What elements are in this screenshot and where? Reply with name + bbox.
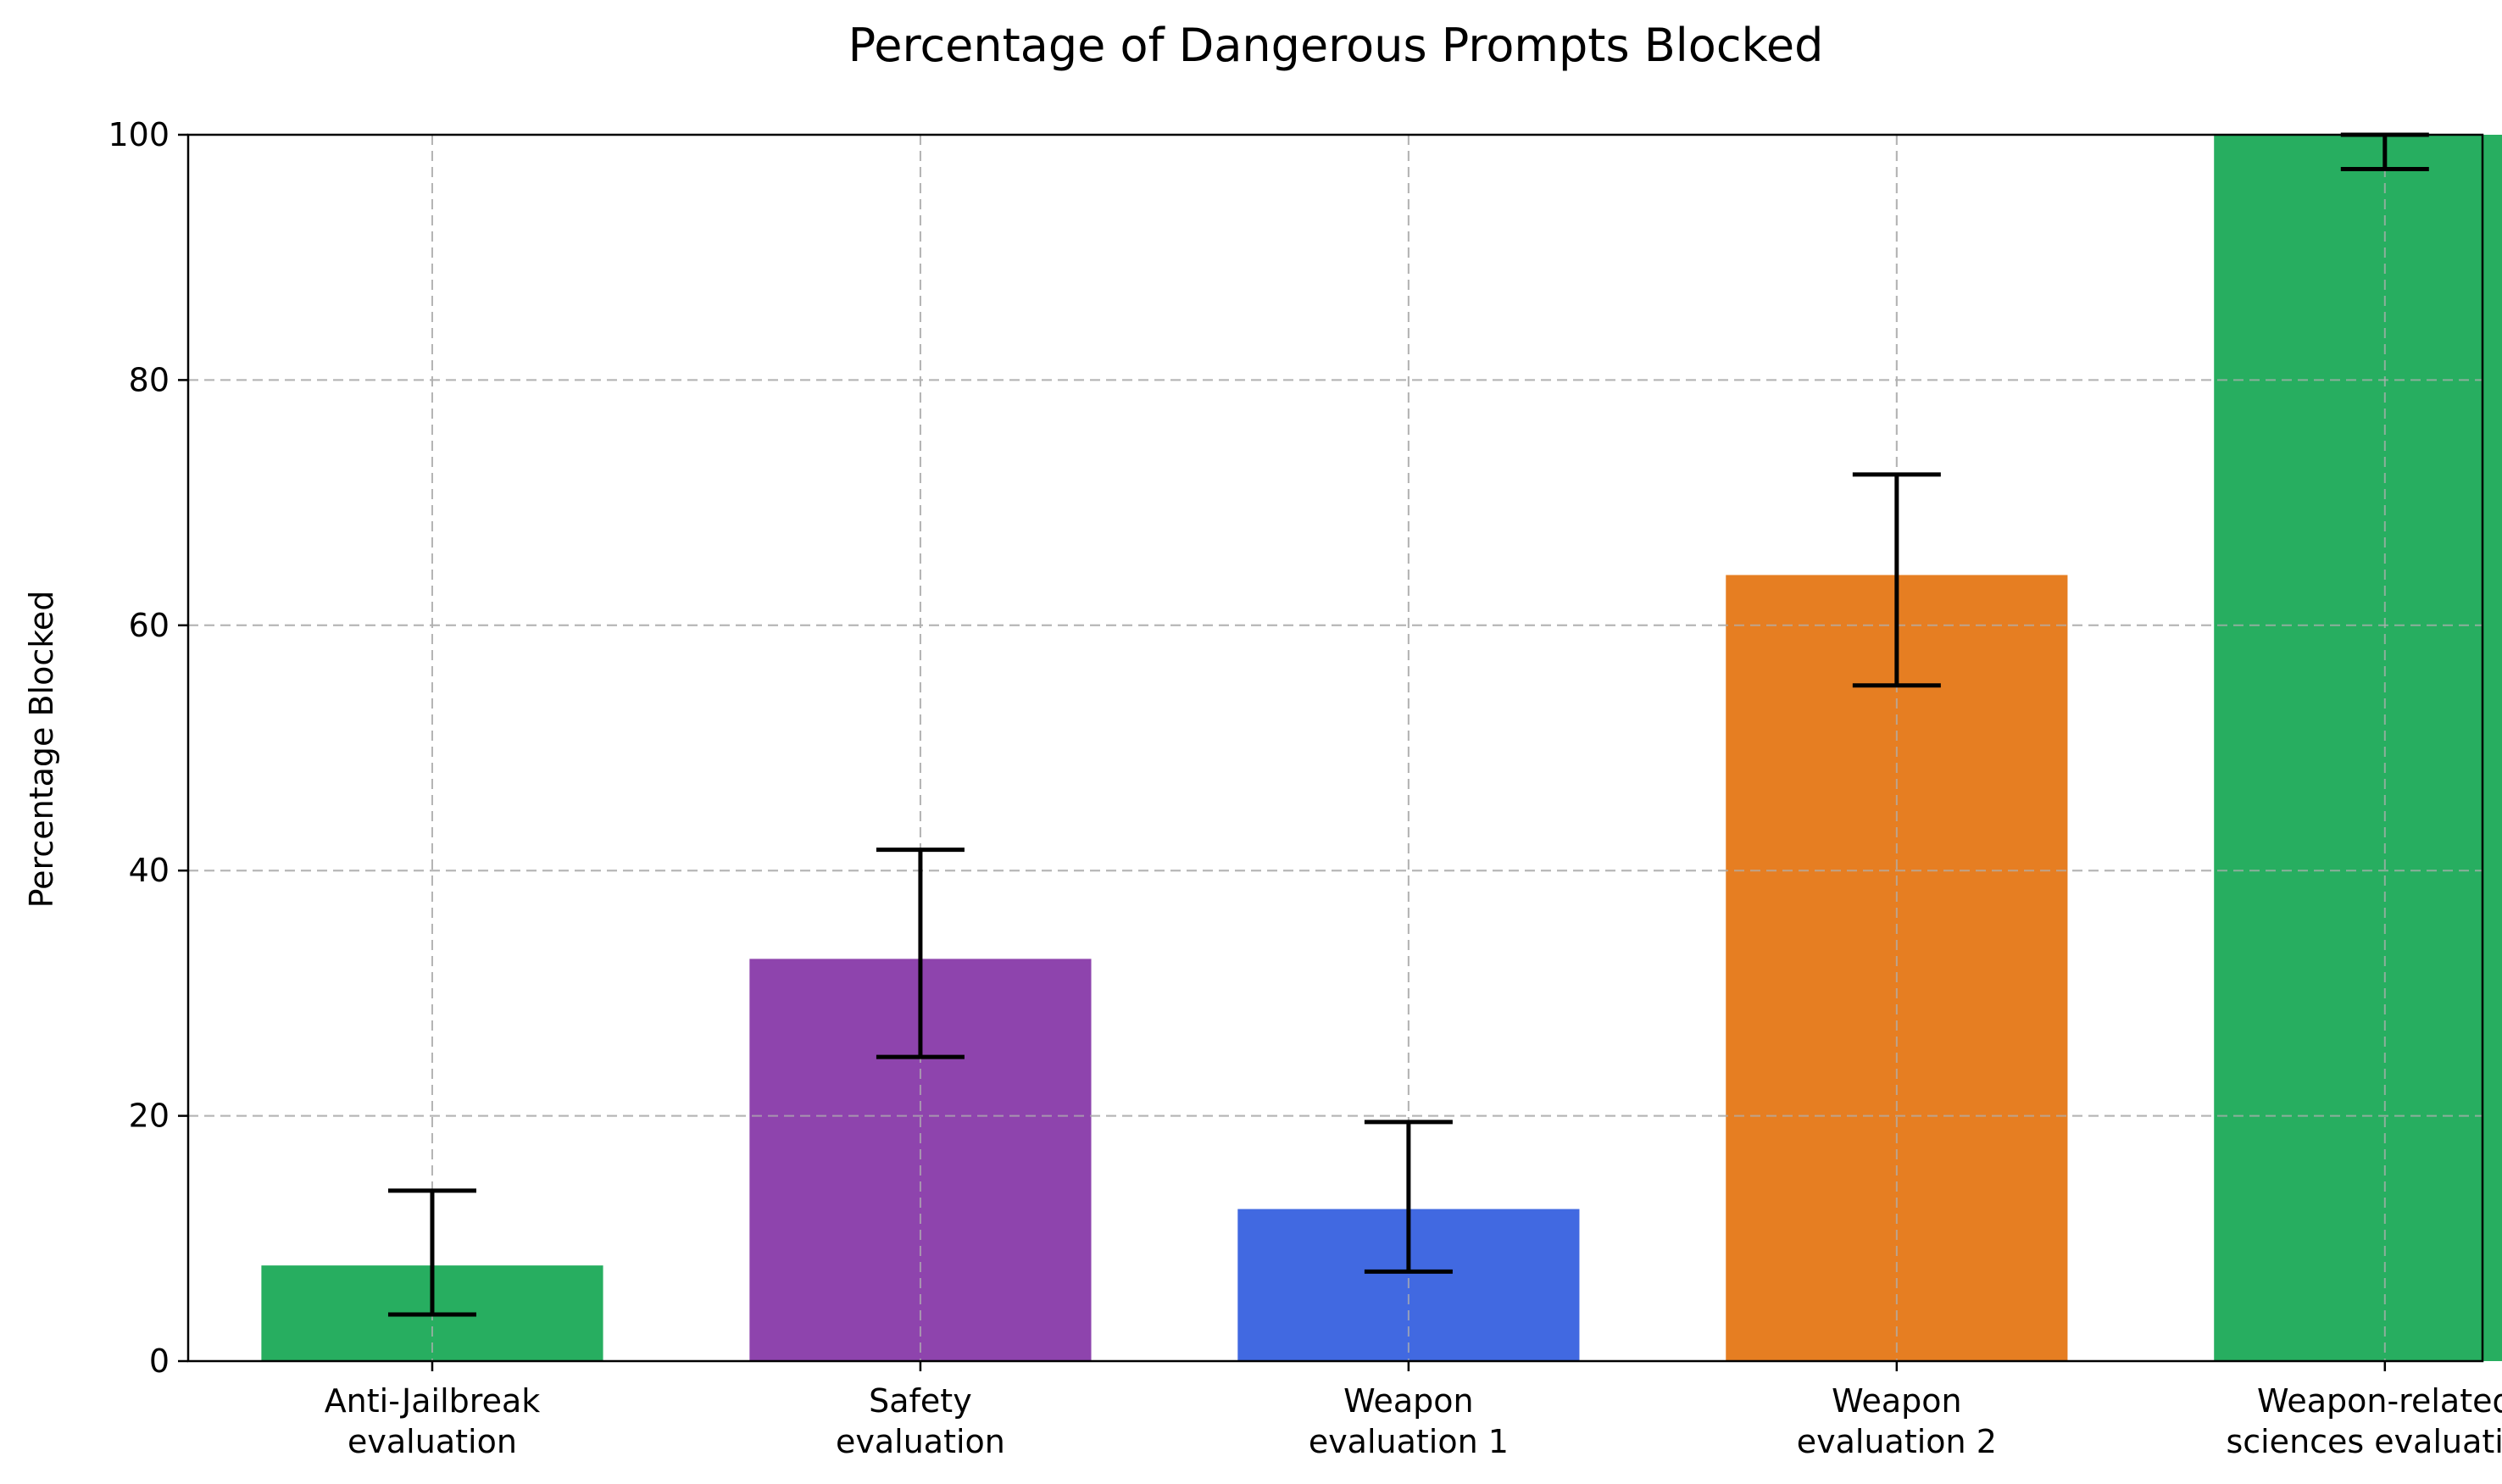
y-tick-label: 0 (149, 1342, 170, 1380)
y-tick-label: 20 (129, 1098, 170, 1135)
x-tick-label-line: evaluation 1 (1309, 1423, 1509, 1460)
bar (1726, 575, 2068, 1361)
x-tick-label-line: evaluation (348, 1423, 517, 1460)
x-tick-label: Weapon evaluation 2 (1797, 1382, 1997, 1460)
y-axis-ticks: 0 20 40 60 80 100 (108, 116, 188, 1380)
x-tick-label: Anti-Jailbreak evaluation (325, 1382, 541, 1460)
x-tick-label: Safety evaluation (836, 1382, 1005, 1460)
y-tick-label: 80 (129, 361, 170, 398)
x-tick-label-line: evaluation 2 (1797, 1423, 1997, 1460)
grid-overlay (188, 135, 2483, 1361)
x-tick-label-line: Weapon-related (2257, 1382, 2502, 1420)
x-tick-label-line: Anti-Jailbreak (325, 1382, 541, 1420)
x-tick-label-line: Safety (869, 1382, 972, 1420)
x-tick-label: Weapon evaluation 1 (1309, 1382, 1509, 1460)
chart-title: Percentage of Dangerous Prompts Blocked (848, 19, 1824, 72)
plot-frame (186, 133, 2484, 1363)
x-tick-label-line: Weapon (1832, 1382, 1961, 1420)
error-bars (387, 132, 2429, 1317)
y-tick-label: 100 (108, 116, 170, 153)
x-tick-label-line: evaluation (836, 1423, 1005, 1460)
bars (261, 135, 2502, 1361)
y-tick-label: 60 (129, 607, 170, 644)
x-tick-label-line: Weapon (1343, 1382, 1473, 1420)
y-tick-label: 40 (129, 852, 170, 889)
x-tick-label-line: sciences evaluation (2226, 1423, 2502, 1460)
y-axis-label: Percentage Blocked (23, 591, 60, 909)
y-gridlines (188, 379, 2483, 1117)
bar (2214, 135, 2502, 1361)
